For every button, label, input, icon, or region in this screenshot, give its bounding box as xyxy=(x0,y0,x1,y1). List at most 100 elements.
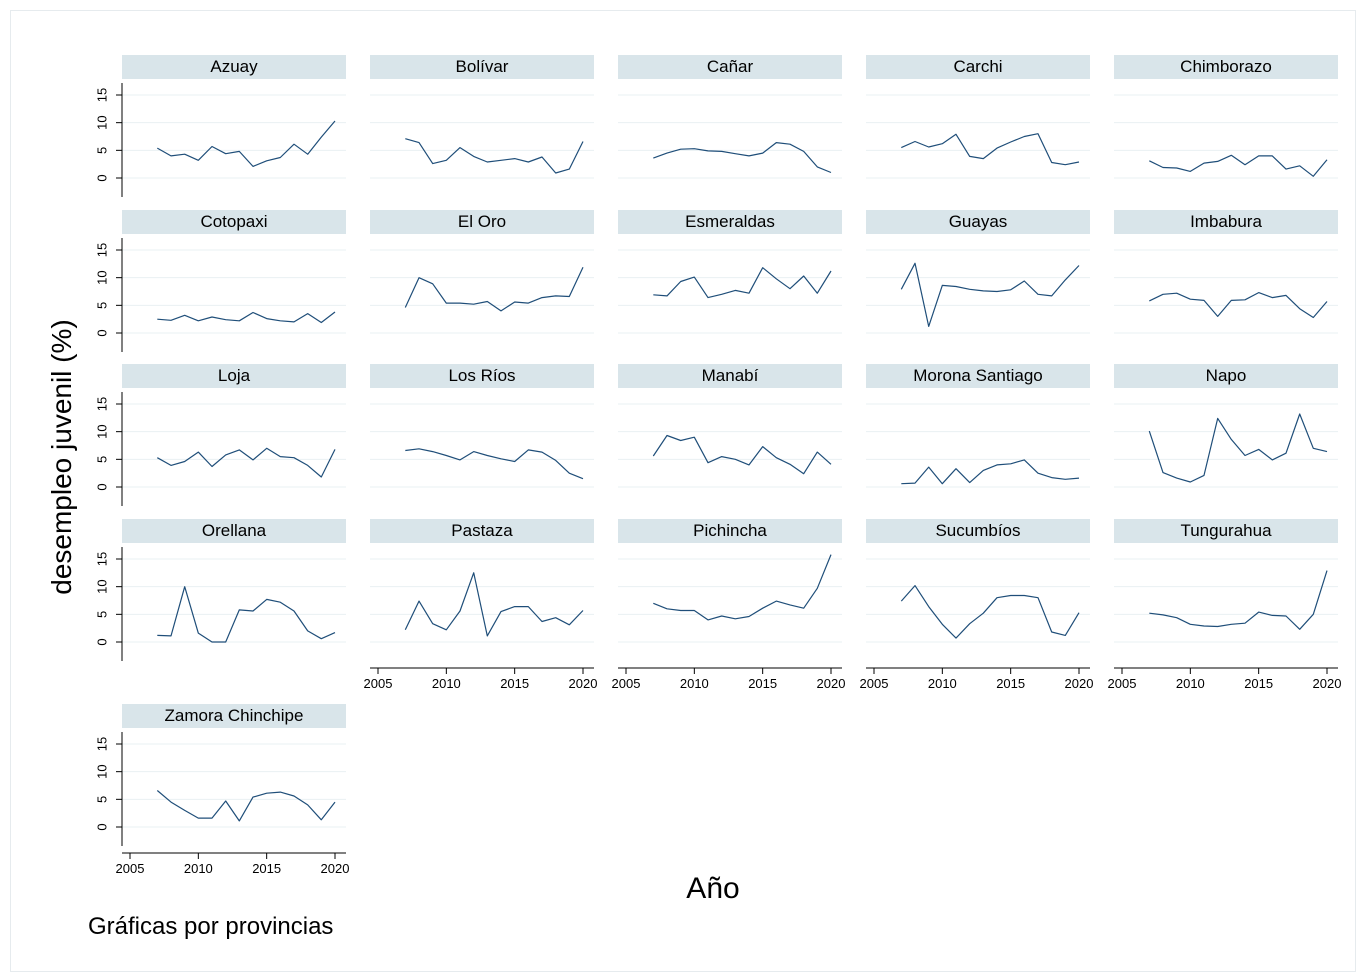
panel-strip xyxy=(1114,210,1338,234)
y-tick-label: 15 xyxy=(95,397,110,411)
panel-strip xyxy=(866,210,1090,234)
panel-zamora-chinchipe: Zamora Chinchipe 0 5 10 15 2005 2010 2015 2020 xyxy=(95,704,350,876)
x-tick-label: 2015 xyxy=(252,861,281,876)
series-line xyxy=(405,138,584,174)
x-tick-label: 2015 xyxy=(748,676,777,691)
panel-strip xyxy=(370,519,594,543)
x-tick-label: 2005 xyxy=(612,676,641,691)
panel-strip xyxy=(866,364,1090,388)
panel-title: Orellana xyxy=(202,521,267,540)
panel-strip xyxy=(1114,519,1338,543)
panel-strip xyxy=(122,704,346,728)
panel-title: Tungurahua xyxy=(1180,521,1272,540)
x-tick-label: 2015 xyxy=(500,676,529,691)
panel-title: Pichincha xyxy=(693,521,767,540)
panel-title: Bolívar xyxy=(456,57,509,76)
panel-strip xyxy=(866,519,1090,543)
x-tick-label: 2010 xyxy=(680,676,709,691)
panel-strip xyxy=(618,55,842,79)
panel-strip xyxy=(370,364,594,388)
x-tick-label: 2015 xyxy=(1244,676,1273,691)
panel-morona-santiago: Morona Santiago xyxy=(866,364,1090,488)
y-tick-label: 10 xyxy=(95,270,110,284)
panel-strip xyxy=(1114,55,1338,79)
series-line xyxy=(653,142,832,174)
panel-title: Cotopaxi xyxy=(200,212,267,231)
y-tick-label: 10 xyxy=(95,764,110,778)
panel-strip xyxy=(122,210,346,234)
panel-title: Sucumbíos xyxy=(935,521,1020,540)
series-line xyxy=(652,434,832,475)
panel-title: Cañar xyxy=(707,57,754,76)
series-line xyxy=(900,262,1080,327)
panel-esmeraldas: Esmeraldas xyxy=(618,210,842,334)
x-tick-label: 2020 xyxy=(1313,676,1342,691)
panel-carchi: Carchi xyxy=(866,55,1090,179)
chart-note: Gráficas por provincias xyxy=(88,913,334,940)
y-tick-label: 0 xyxy=(95,483,110,490)
panel-sucumbíos: Sucumbíos 2005 2010 2015 2020 xyxy=(860,519,1094,691)
x-tick-label: 2020 xyxy=(569,676,598,691)
series-line xyxy=(157,120,336,167)
panel-title: Morona Santiago xyxy=(913,366,1042,385)
panel-title: El Oro xyxy=(458,212,506,231)
x-tick-label: 2010 xyxy=(1176,676,1205,691)
panel-el-oro: El Oro xyxy=(370,210,594,334)
panel-title: Pastaza xyxy=(451,521,513,540)
y-tick-label: 0 xyxy=(95,638,110,645)
panel-orellana: Orellana 0 5 10 15 xyxy=(95,519,346,661)
panel-title: Los Ríos xyxy=(448,366,515,385)
panel-strip xyxy=(370,55,594,79)
series-line xyxy=(653,267,832,299)
series-line xyxy=(404,266,584,312)
panel-bolívar: Bolívar xyxy=(370,55,594,179)
panel-los-ríos: Los Ríos xyxy=(370,364,594,488)
y-tick-label: 15 xyxy=(95,552,110,566)
panel-title: Imbabura xyxy=(1190,212,1262,231)
x-tick-label: 2005 xyxy=(116,861,145,876)
y-tick-label: 15 xyxy=(95,737,110,751)
panel-cañar: Cañar xyxy=(618,55,842,179)
panel-title: Guayas xyxy=(949,212,1008,231)
panel-strip xyxy=(370,210,594,234)
chart-frame xyxy=(10,10,1356,972)
y-tick-label: 10 xyxy=(95,424,110,438)
series-line xyxy=(156,790,336,822)
series-line xyxy=(157,311,336,324)
panel-title: Manabí xyxy=(702,366,759,385)
x-axis-title: Año xyxy=(686,872,740,905)
panel-strip xyxy=(618,519,842,543)
y-tick-label: 10 xyxy=(95,115,110,129)
y-tick-label: 5 xyxy=(95,796,110,803)
y-tick-label: 5 xyxy=(95,456,110,463)
panel-strip xyxy=(618,210,842,234)
y-tick-label: 0 xyxy=(95,174,110,181)
panel-tungurahua: Tungurahua 2005 2010 2015 2020 xyxy=(1108,519,1342,691)
series-line xyxy=(900,584,1080,639)
x-tick-label: 2015 xyxy=(996,676,1025,691)
y-tick-label: 15 xyxy=(95,243,110,257)
x-tick-label: 2010 xyxy=(184,861,213,876)
panel-strip xyxy=(122,55,346,79)
x-tick-label: 2010 xyxy=(432,676,461,691)
y-axis-title: desempleo juvenil (%) xyxy=(46,319,77,595)
series-line xyxy=(1149,154,1328,177)
panel-title: Zamora Chinchipe xyxy=(165,706,304,725)
x-tick-label: 2020 xyxy=(321,861,350,876)
x-tick-label: 2005 xyxy=(1108,676,1137,691)
y-tick-label: 5 xyxy=(95,302,110,309)
panel-chimborazo: Chimborazo xyxy=(1114,55,1338,179)
panel-cotopaxi: Cotopaxi 0 5 10 15 xyxy=(95,210,346,352)
panel-pichincha: Pichincha 2005 2010 2015 2020 xyxy=(612,519,845,691)
x-tick-label: 2005 xyxy=(364,676,393,691)
y-tick-label: 5 xyxy=(95,147,110,154)
y-tick-label: 10 xyxy=(95,579,110,593)
series-line xyxy=(1149,292,1328,319)
x-tick-label: 2020 xyxy=(1065,676,1094,691)
panel-title: Napo xyxy=(1206,366,1247,385)
series-line xyxy=(1149,570,1328,630)
panel-title: Carchi xyxy=(953,57,1002,76)
y-tick-label: 0 xyxy=(95,823,110,830)
